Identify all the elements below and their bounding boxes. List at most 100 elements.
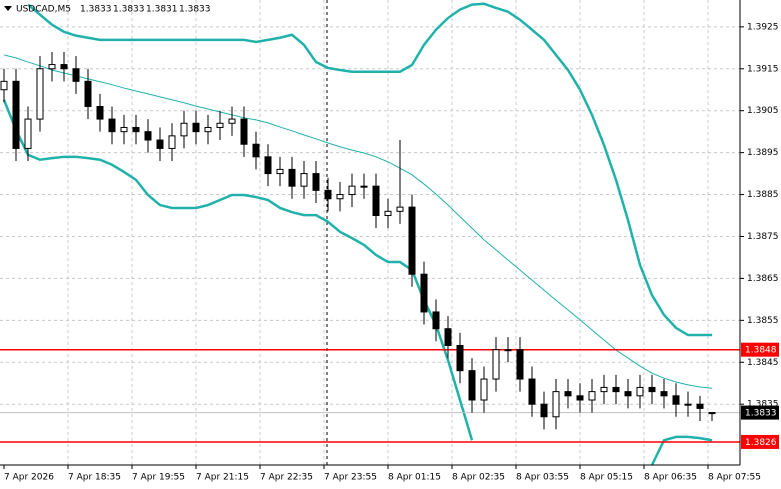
symbol: USDCAD,M5 — [16, 5, 71, 15]
candle-body — [120, 126, 128, 133]
candle-body — [660, 391, 668, 397]
candle-body — [480, 378, 488, 401]
candle-body — [300, 173, 308, 187]
header-low: 1.3831 — [146, 5, 178, 15]
candle-body — [36, 68, 44, 120]
bid-box — [741, 405, 779, 420]
y-tick-label: 1.3845 — [747, 358, 779, 368]
candle-body — [408, 206, 416, 275]
header-open: 1.3833 — [80, 5, 112, 15]
header: USDCAD,M5 1.3833 1.3833 1.3831 1.3833 — [4, 5, 211, 15]
y-tick-label: 1.3915 — [747, 64, 779, 74]
candle-body — [684, 403, 692, 406]
candle-body — [324, 189, 332, 200]
x-tick-label: 7 Apr 23:55 — [324, 473, 377, 483]
candle-body — [180, 122, 188, 137]
y-tick-label: 1.3925 — [747, 22, 779, 32]
plot-area — [0, 2, 740, 465]
candle-body — [96, 106, 104, 120]
candle-body — [204, 126, 212, 133]
candle-body — [432, 311, 440, 330]
header-arrow — [4, 6, 12, 11]
candle-body — [0, 80, 8, 91]
candle-body — [672, 395, 680, 405]
candle-body — [588, 391, 596, 401]
candle-body — [276, 168, 284, 175]
candle-body — [84, 80, 92, 108]
candle-body — [216, 122, 224, 128]
candle-body — [48, 64, 56, 70]
candle-body — [564, 391, 572, 397]
x-tick-label: 8 Apr 01:15 — [388, 473, 441, 483]
candle-body — [516, 349, 524, 380]
candle-body — [144, 131, 152, 141]
candle-body — [264, 156, 272, 175]
candle-body — [348, 185, 356, 196]
candle-body — [108, 118, 116, 133]
candle-body — [384, 210, 392, 217]
candle-body — [60, 64, 68, 70]
candle-body — [336, 194, 344, 200]
candle-body — [612, 386, 620, 393]
candle-body — [600, 386, 608, 393]
candle-body — [252, 143, 260, 158]
candle-body — [12, 80, 20, 149]
level-label: 1.3848 — [745, 346, 777, 356]
axes: 1.3835 1.3845 1.3855 1.3865 1.3875 1.3885 1.38… — [3, 22, 779, 483]
candle-body — [540, 403, 548, 418]
header-high: 1.3833 — [113, 5, 145, 15]
candle-body — [552, 391, 560, 418]
x-tick-label: 7 Apr 2026 — [4, 473, 54, 483]
y-tick-label: 1.3835 — [747, 400, 779, 410]
x-tick-label: 8 Apr 07:55 — [708, 473, 761, 483]
band-line — [2, 99, 713, 465]
y-tick-label: 1.3865 — [747, 274, 779, 284]
x-tick-label: 7 Apr 18:35 — [68, 473, 121, 483]
x-tick-label: 7 Apr 22:35 — [260, 473, 313, 483]
candle-body — [372, 185, 380, 217]
level-box — [741, 342, 779, 357]
candle-body — [396, 206, 404, 212]
y-tick-label: 1.3885 — [747, 190, 779, 200]
y-tick-label: 1.3855 — [747, 316, 779, 326]
candle-body — [240, 118, 248, 145]
candle-body — [624, 391, 632, 397]
x-tick-label: 8 Apr 06:35 — [644, 473, 697, 483]
candle-body — [456, 345, 464, 372]
candle-body — [648, 386, 656, 393]
y-tick-label: 1.3905 — [747, 106, 779, 116]
band-line — [27, 2, 712, 337]
x-tick-label: 7 Apr 19:55 — [132, 473, 185, 483]
header-close: 1.3833 — [179, 5, 211, 15]
x-tick-label: 8 Apr 02:35 — [452, 473, 505, 483]
candle-body — [312, 173, 320, 191]
candle-body — [576, 395, 584, 401]
band-line — [3, 54, 713, 389]
candle-body — [192, 122, 200, 133]
candle-body — [696, 403, 704, 409]
x-tick-label: 7 Apr 21:15 — [196, 473, 249, 483]
candle-body — [288, 168, 296, 187]
candle-body — [156, 139, 164, 149]
candle-body — [468, 370, 476, 401]
candle-body — [420, 273, 428, 313]
candle-body — [360, 185, 368, 188]
level-box — [741, 434, 779, 449]
y-tick-label: 1.3875 — [747, 232, 779, 242]
candle-body — [72, 68, 80, 82]
x-tick-label: 8 Apr 03:55 — [516, 473, 569, 483]
candle-body — [444, 328, 452, 347]
candle-body — [24, 118, 32, 149]
candle-body — [636, 386, 644, 397]
candle-body — [708, 412, 716, 415]
y-tick-label: 1.3895 — [747, 148, 779, 158]
candle-body — [504, 349, 512, 352]
candle-body — [492, 349, 500, 380]
candle-body — [228, 118, 236, 124]
bid-label: 1.3833 — [745, 409, 777, 419]
candle-body — [132, 126, 140, 133]
level-label: 1.3826 — [745, 438, 777, 448]
candle-body — [528, 378, 536, 405]
